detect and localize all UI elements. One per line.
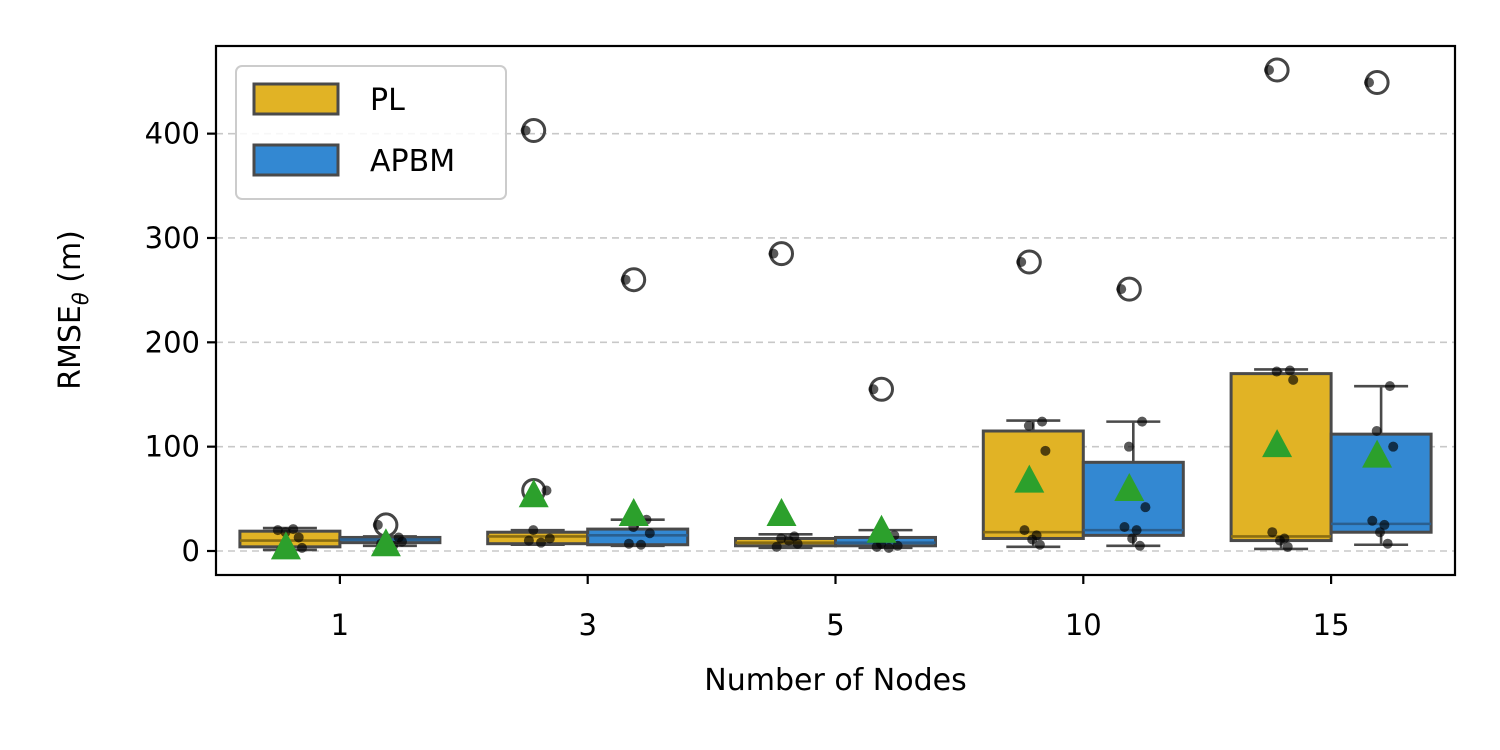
data-point-pl [1037, 416, 1048, 427]
legend: PL APBM [235, 65, 507, 200]
y-tick-label: 200 [145, 325, 200, 359]
mean-marker-apbm [1362, 439, 1393, 468]
data-point-pl [1264, 64, 1274, 75]
data-point-apbm [1137, 416, 1148, 427]
y-tick-label: 100 [145, 430, 200, 464]
x-tick-label: 1 [331, 608, 349, 642]
y-axis-label-unit: (m) [53, 230, 88, 292]
data-point-pl [1288, 374, 1299, 385]
x-tick-label: 3 [578, 608, 596, 642]
data-point-pl [1275, 535, 1285, 546]
data-point-pl [783, 535, 794, 546]
axis-ticks: 0 100 200 300 400 1 3 5 10 15 [145, 117, 1350, 642]
data-point-apbm [1367, 515, 1378, 526]
data-point-apbm [1384, 381, 1395, 392]
data-point-apbm [1131, 525, 1142, 536]
x-tick-label: 10 [1065, 608, 1102, 642]
data-point-pl [771, 541, 782, 552]
x-axis-label: Number of Nodes [704, 663, 966, 698]
data-point-apbm [892, 540, 903, 551]
y-axis-label: RMSEθ (m) [53, 230, 93, 390]
mean-marker-pl [518, 479, 549, 508]
mean-marker-pl [766, 498, 797, 527]
mean-marker-apbm [370, 528, 401, 557]
x-tick-label: 15 [1313, 608, 1350, 642]
legend-label-pl: PL [370, 83, 405, 118]
data-point-pl [293, 532, 304, 543]
y-tick-label: 400 [145, 117, 200, 151]
data-points [270, 57, 1399, 560]
data-point-apbm [1119, 522, 1130, 533]
data-point-apbm [1375, 527, 1385, 538]
data-point-pl [297, 542, 307, 553]
data-point-pl [1034, 539, 1045, 550]
y-axis-label-main: RMSE [53, 305, 88, 390]
data-point-pl [1019, 525, 1030, 536]
data-point-apbm [1382, 538, 1393, 549]
data-point-pl [288, 524, 299, 535]
mean-marker-pl [270, 531, 301, 560]
data-point-pl [520, 125, 531, 136]
data-point-apbm [1134, 540, 1145, 551]
data-point-pl [1284, 365, 1295, 376]
boxes [238, 368, 1433, 552]
data-point-apbm [644, 528, 655, 539]
data-point-apbm [620, 274, 631, 285]
y-tick-label: 300 [145, 221, 200, 255]
legend-label-apbm: APBM [370, 144, 455, 179]
data-point-apbm [871, 541, 882, 552]
data-point-apbm [1388, 441, 1399, 452]
mean-marker-pl [1014, 464, 1045, 493]
data-point-pl [528, 525, 539, 536]
svg-text:RMSEθ (m): RMSEθ (m) [53, 230, 93, 390]
data-point-apbm [397, 536, 407, 547]
data-point-pl [272, 525, 283, 536]
data-point-apbm [1379, 519, 1390, 530]
data-point-apbm [868, 384, 879, 395]
data-point-apbm [636, 539, 646, 550]
legend-swatch-apbm [252, 143, 340, 177]
data-point-apbm [1140, 502, 1151, 513]
data-point-apbm [883, 542, 894, 553]
data-point-apbm [1127, 533, 1138, 544]
legend-swatch-pl [252, 82, 340, 116]
data-point-pl [768, 248, 779, 259]
data-point-apbm [623, 538, 634, 549]
y-axis-label-subscript: θ [69, 292, 93, 305]
mean-marker-apbm [1114, 472, 1145, 501]
data-point-pl [1040, 445, 1051, 456]
data-point-pl [523, 535, 534, 546]
data-point-pl [1271, 366, 1282, 377]
data-point-apbm [1123, 441, 1134, 452]
data-point-pl [1282, 541, 1293, 552]
mean-marker-apbm [618, 498, 649, 527]
data-point-pl [544, 533, 555, 544]
data-point-pl [1027, 534, 1038, 545]
data-point-apbm [1371, 426, 1382, 437]
data-point-pl [1267, 527, 1278, 538]
mean-marker-pl [1262, 429, 1293, 458]
data-point-pl [541, 485, 552, 496]
y-tick-label: 0 [182, 534, 200, 568]
data-point-pl [536, 537, 546, 548]
data-point-pl [1016, 256, 1027, 267]
data-point-pl [792, 538, 803, 549]
x-tick-label: 5 [826, 608, 844, 642]
data-point-apbm [372, 519, 383, 530]
data-point-pl [1023, 420, 1034, 431]
mean-marker-apbm [866, 514, 897, 543]
data-point-apbm [1364, 77, 1374, 88]
data-point-pl [776, 533, 787, 544]
data-point-apbm [1116, 284, 1127, 295]
